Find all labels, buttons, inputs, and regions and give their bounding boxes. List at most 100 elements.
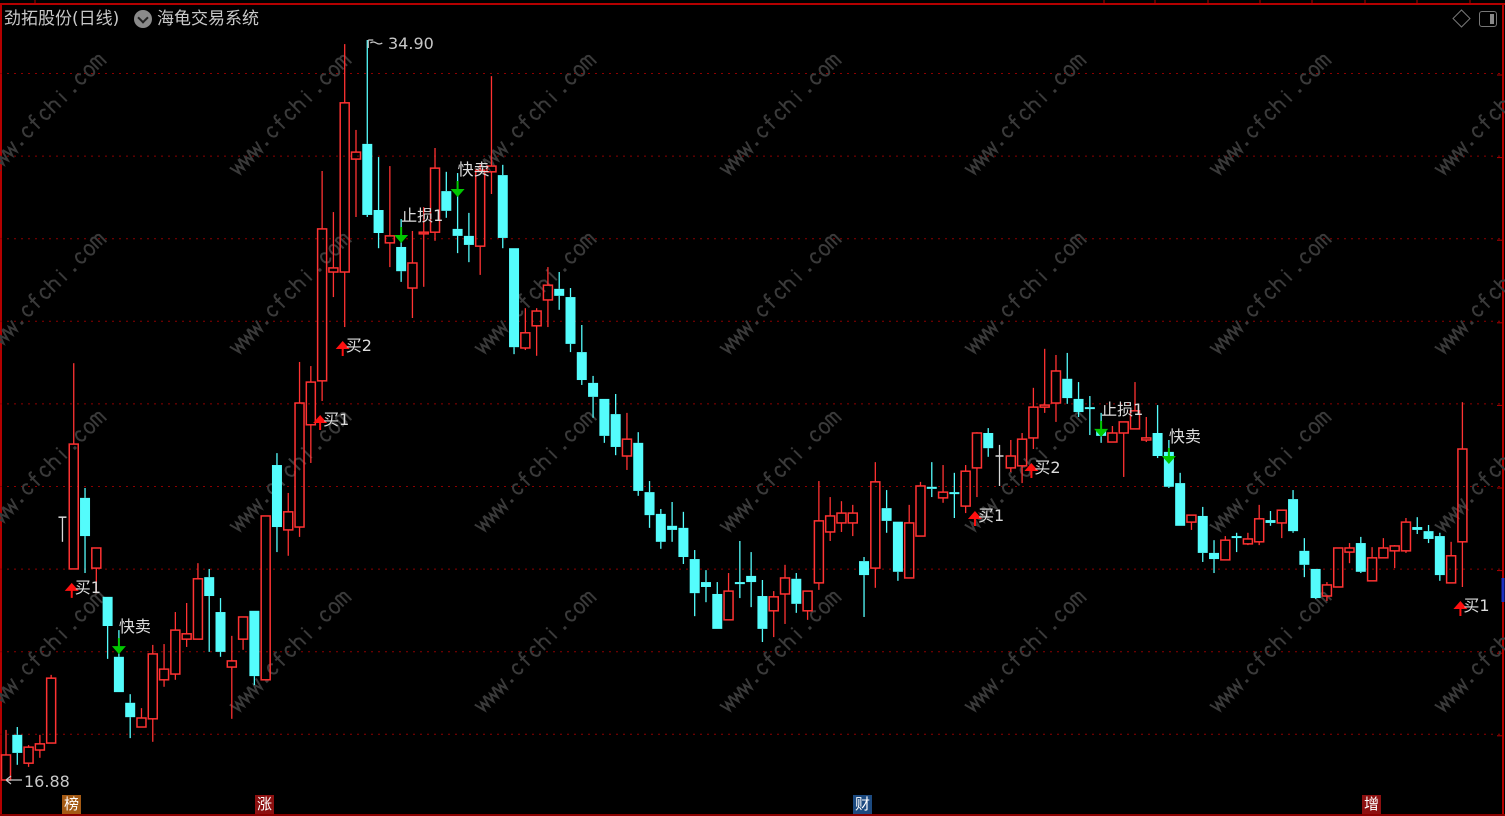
watermark-glyph (790, 268, 803, 281)
watermark-glyph (1246, 483, 1259, 495)
watermark-glyph (288, 100, 307, 114)
watermark-dot (509, 678, 515, 684)
candle-body (91, 547, 102, 569)
candle (588, 375, 599, 418)
candle (271, 453, 282, 553)
candle (610, 393, 621, 456)
candle (1197, 506, 1208, 562)
watermark-glyph (545, 626, 558, 639)
watermark-glyph (1019, 287, 1031, 299)
watermark-glyph (483, 328, 501, 346)
candle-body (723, 590, 734, 621)
candle-body (23, 746, 34, 764)
candle (678, 511, 689, 564)
candle (791, 573, 802, 613)
watermark-glyph (1035, 446, 1048, 459)
watermark-logo (0, 411, 108, 533)
watermark-glyph (1471, 305, 1484, 317)
watermark-glyph (1478, 471, 1491, 487)
candle (147, 644, 159, 742)
watermark-glyph (21, 483, 34, 495)
watermark-glyph (266, 126, 279, 138)
watermark-glyph (564, 73, 577, 85)
watermark-glyph (981, 141, 999, 159)
candle-body (260, 515, 271, 681)
candle (1084, 396, 1095, 436)
candle-body (1209, 552, 1220, 560)
candle-body (1378, 547, 1389, 559)
watermark-glyph (1209, 515, 1227, 533)
watermark-glyph (564, 610, 577, 622)
watermark-glyph (736, 320, 754, 338)
candle (1163, 439, 1174, 489)
candle-body (1039, 404, 1050, 408)
candle-body (892, 521, 903, 572)
watermark-glyph (1308, 243, 1321, 256)
watermark-glyph (964, 337, 982, 355)
watermark-glyph (1264, 287, 1276, 299)
candle-body (136, 717, 147, 728)
watermark-glyph (1489, 108, 1501, 120)
candle (23, 745, 34, 767)
candle (1107, 426, 1118, 443)
watermark-glyph (238, 149, 256, 167)
candle-body (1231, 536, 1242, 539)
watermark-glyph (518, 293, 531, 309)
candle-body (158, 668, 170, 681)
watermark-glyph (1471, 126, 1484, 138)
watermark-glyph (284, 108, 296, 120)
watermark-glyph (1493, 100, 1505, 114)
watermark-glyph (564, 430, 577, 442)
watermark-glyph (529, 465, 541, 477)
watermark-dot (1244, 678, 1250, 684)
badge-finance[interactable]: 财 (853, 795, 872, 814)
watermark-logo (474, 411, 598, 533)
candle-body (588, 382, 599, 397)
watermark-glyph (328, 421, 341, 434)
candle (125, 694, 136, 739)
watermark-glyph (39, 287, 51, 299)
watermark-dot (1469, 141, 1475, 147)
watermark-glyph (1268, 637, 1287, 651)
candle-body (339, 102, 350, 273)
candle (1152, 405, 1163, 459)
watermark-glyph (1268, 100, 1287, 114)
candle-body (1310, 568, 1321, 599)
watermark-logo (0, 591, 108, 713)
watermark-glyph (1008, 471, 1021, 487)
chevron-down-circle-icon[interactable] (134, 10, 152, 28)
watermark-dot (1297, 445, 1303, 451)
badge-increase[interactable]: 增 (1362, 795, 1381, 814)
buy-arrow-icon (64, 582, 79, 598)
watermark-glyph (300, 268, 313, 281)
signal-label: 买1 (978, 506, 1004, 525)
candle-body (734, 582, 745, 585)
candle-body (554, 288, 565, 296)
badge-limit-up[interactable]: 涨 (255, 795, 274, 814)
badge-rank[interactable]: 榜 (62, 795, 81, 814)
watermark-glyph (1035, 626, 1048, 639)
candle (204, 568, 215, 652)
watermark-glyph (533, 457, 552, 471)
candle-body (712, 593, 723, 629)
candle (192, 563, 204, 640)
watermark-glyph (28, 651, 41, 667)
watermark-logo (964, 411, 1088, 533)
candle-body (1332, 547, 1344, 588)
watermark-dot (1297, 88, 1303, 94)
candle-body (1445, 555, 1457, 584)
watermark-logo (1209, 233, 1333, 355)
price-markers (5, 39, 383, 785)
indicator-name[interactable]: 海龟交易系统 (157, 9, 259, 29)
watermark-glyph (1209, 158, 1227, 176)
candle (1423, 524, 1434, 544)
watermark-dot (19, 498, 25, 504)
watermark-glyph (83, 243, 96, 256)
candle-body (576, 352, 587, 381)
panel-toggle-icon[interactable] (1479, 11, 1497, 27)
candle (768, 591, 779, 638)
candle (1062, 352, 1073, 404)
candle-body (610, 414, 621, 447)
watermark-glyph (736, 141, 754, 159)
